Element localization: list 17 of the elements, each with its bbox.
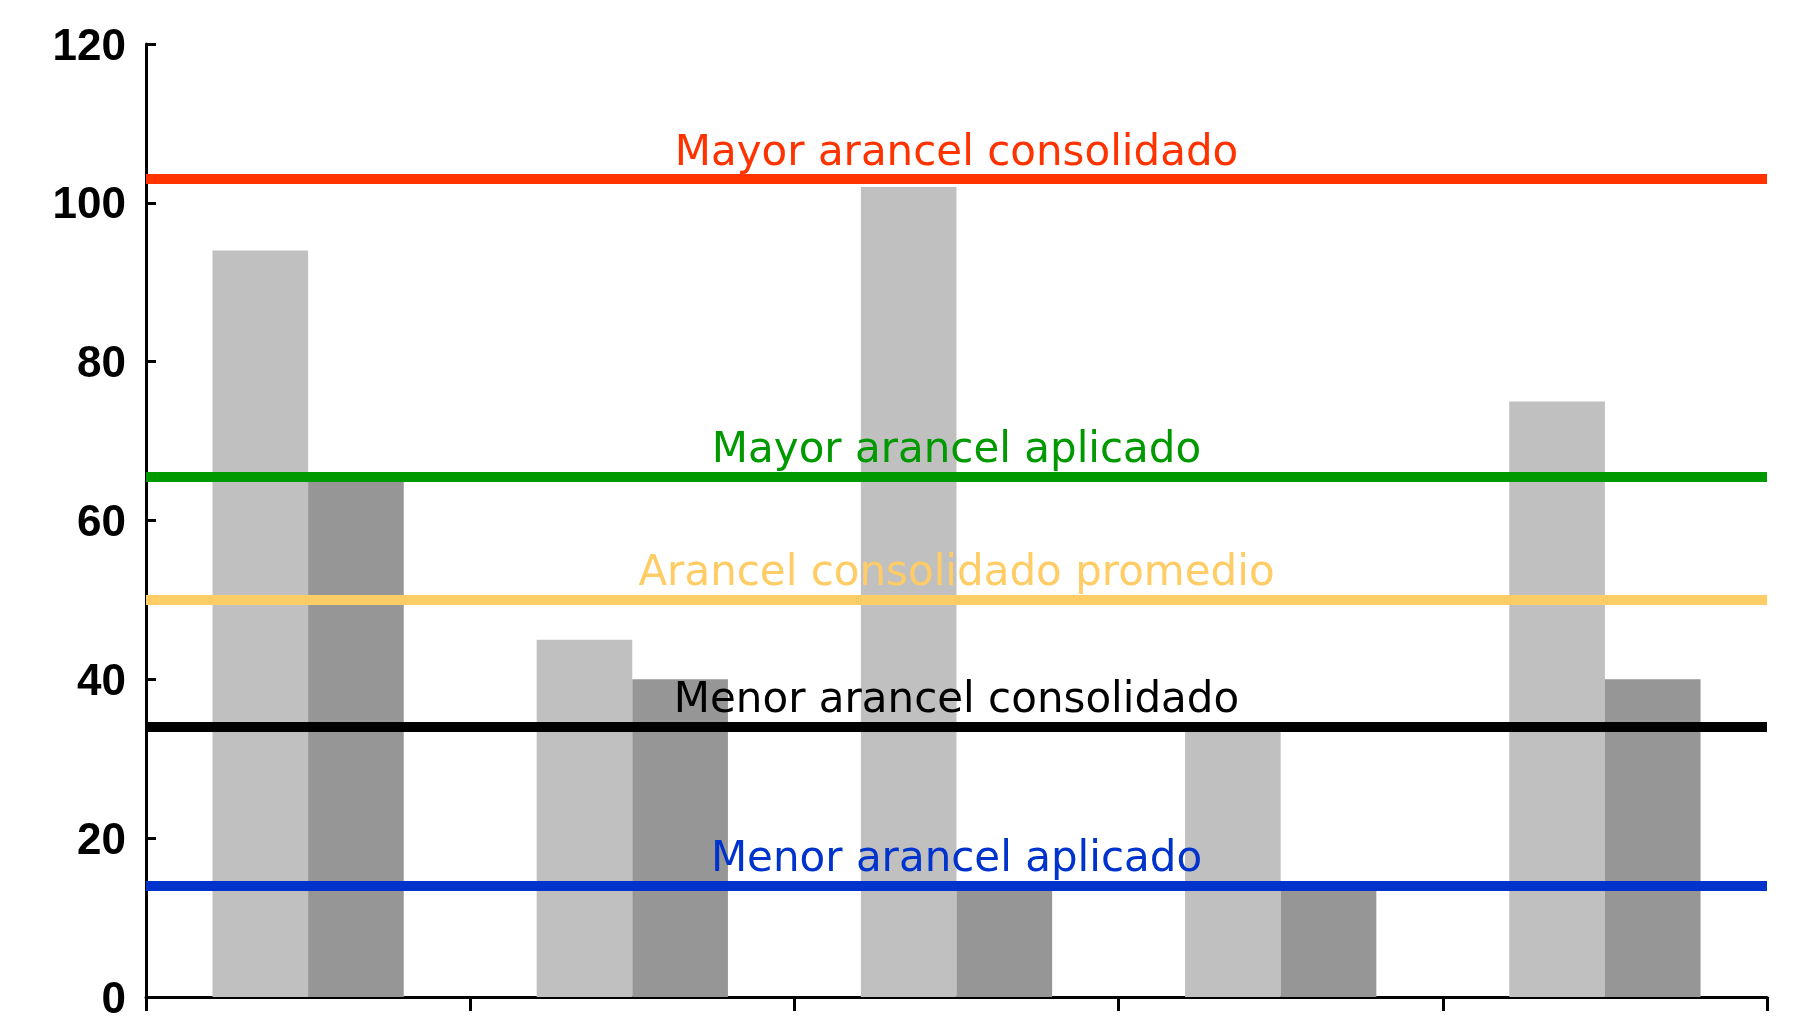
y-tick-label: 40 bbox=[77, 654, 126, 704]
y-tick-label: 120 bbox=[52, 19, 126, 69]
bar bbox=[1604, 679, 1701, 997]
ref-line-label: Menor arancel consolidado bbox=[673, 673, 1240, 723]
bar bbox=[212, 250, 309, 997]
ref-line-label: Mayor arancel consolidado bbox=[674, 125, 1239, 175]
y-tick-label: 80 bbox=[77, 337, 126, 387]
y-tick-label: 60 bbox=[77, 496, 126, 545]
ref-line-label: Arancel consolidado promedio bbox=[638, 546, 1275, 596]
y-tick-label: 20 bbox=[77, 813, 126, 863]
ref-line-label: Mayor arancel aplicado bbox=[711, 423, 1202, 473]
bar bbox=[1509, 401, 1605, 997]
y-tick-label: 100 bbox=[52, 178, 126, 228]
y-tick-label: 0 bbox=[101, 972, 126, 1022]
ref-line-label: Menor arancel aplicado bbox=[710, 832, 1203, 882]
bar bbox=[308, 480, 404, 997]
bar bbox=[536, 639, 633, 997]
